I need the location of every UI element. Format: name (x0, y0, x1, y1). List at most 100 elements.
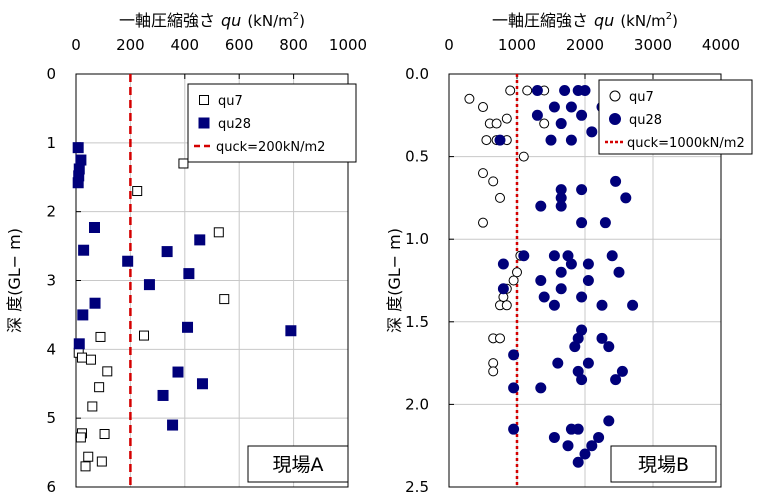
y-tick-label: 0.5 (405, 148, 429, 166)
y-tick-label: 2.5 (405, 478, 429, 495)
data-point-qu7 (87, 401, 98, 412)
data-point-qu28 (620, 192, 632, 204)
data-point-qu7 (75, 432, 86, 443)
data-point-qu7 (481, 135, 492, 146)
chart-panel-2: 0 1000 2000 3000 4000 0.0 0.5 1.0 1.5 2.0 2.5 一軸圧縮強… (385, 11, 753, 496)
site-label-box (610, 445, 717, 483)
site-label-box (247, 445, 349, 483)
y-axis-title: 深 度(GL− m) (385, 228, 404, 333)
x-tick-label: 1000 (498, 36, 536, 54)
data-point-qu28 (545, 134, 557, 146)
x-axis-title-unit: (kN/m (620, 12, 665, 30)
data-point-qu7 (83, 451, 94, 462)
data-point-qu28 (576, 109, 588, 121)
data-point-qu7 (102, 366, 113, 377)
data-point-qu28 (616, 365, 628, 377)
x-tick-label: 0 (444, 36, 454, 54)
legend-label-qu28: qu28 (629, 113, 662, 128)
data-point-qu28 (182, 321, 194, 333)
legend-box (598, 79, 753, 155)
data-point-qu28 (497, 283, 509, 295)
data-point-qu28 (555, 266, 567, 278)
data-point-qu28 (508, 382, 520, 394)
data-point-qu28 (559, 85, 571, 97)
data-point-qu7 (505, 85, 516, 96)
data-point-qu7 (99, 428, 110, 439)
x-tick-label: 3000 (634, 36, 672, 54)
data-point-qu28 (596, 299, 608, 311)
data-point-qu28 (555, 200, 567, 212)
y-tick-label: 2 (46, 203, 56, 221)
data-point-qu7 (491, 118, 502, 129)
data-point-qu28 (518, 250, 530, 262)
x-axis-title-unit-sup: 2 (293, 11, 299, 22)
data-point-qu28 (562, 440, 574, 452)
data-point-qu28 (161, 246, 173, 258)
legend-box (187, 83, 357, 163)
data-point-qu28 (593, 431, 605, 443)
data-point-qu28 (531, 85, 543, 97)
data-point-qu28 (73, 338, 85, 350)
x-tick-label: 800 (279, 36, 308, 54)
data-point-qu28 (548, 299, 560, 311)
data-point-qu28 (603, 415, 615, 427)
data-point-qu28 (596, 332, 608, 344)
data-point-qu28 (572, 456, 584, 468)
data-point-qu7 (178, 158, 189, 169)
data-point-qu28 (613, 266, 625, 278)
data-point-qu28 (508, 349, 520, 361)
x-axis-title: 一軸圧縮強さ qu (kN/m2) (119, 11, 305, 30)
data-point-qu7 (80, 461, 91, 472)
data-point-qu28 (548, 101, 560, 113)
legend-label-qu7: qu7 (629, 90, 654, 105)
data-point-qu7 (495, 333, 505, 344)
data-point-qu7 (96, 456, 107, 467)
data-point-qu28 (576, 291, 588, 303)
y-tick-label: 0.0 (405, 65, 429, 83)
data-point-qu7 (501, 113, 512, 124)
data-point-qu7 (139, 330, 149, 341)
x-axis-title-unit-close: ) (672, 12, 678, 30)
x-axis-title-unit-close: ) (299, 12, 305, 30)
data-point-qu7 (85, 354, 96, 365)
data-point-qu28 (77, 309, 89, 321)
data-point-qu7 (213, 227, 224, 238)
data-point-qu7 (488, 366, 499, 377)
y-tick-label: 3 (46, 272, 56, 290)
legend-label-reference-line: quck=1000kN/m2 (627, 136, 745, 151)
data-point-qu28 (579, 85, 591, 97)
legend-marker-qu7 (609, 90, 621, 102)
data-point-qu28 (183, 268, 195, 280)
data-point-qu28 (552, 357, 564, 369)
data-point-qu28 (535, 382, 547, 394)
data-point-qu7 (512, 267, 522, 278)
data-point-qu28 (157, 389, 169, 401)
data-point-qu28 (167, 419, 179, 431)
data-point-qu28 (569, 341, 581, 353)
data-point-qu28 (172, 366, 184, 378)
data-point-qu28 (565, 101, 577, 113)
data-point-qu28 (603, 341, 615, 353)
data-point-qu7 (518, 151, 529, 162)
data-point-qu28 (285, 325, 297, 337)
data-point-qu28 (535, 275, 547, 286)
x-axis-title-unit: (kN/m (247, 12, 292, 30)
y-tick-label: 0 (46, 65, 56, 83)
x-axis-title-symbol: qu (594, 11, 614, 30)
data-point-qu28 (548, 431, 560, 443)
x-axis-title-unit-sup: 2 (666, 11, 672, 22)
site-label: 現場B (638, 454, 689, 476)
data-point-qu28 (508, 423, 520, 435)
data-point-qu28 (576, 217, 588, 229)
legend-marker-qu28 (609, 113, 621, 125)
data-point-qu7 (76, 352, 87, 363)
data-point-qu7 (539, 118, 550, 129)
x-tick-label: 200 (116, 36, 145, 54)
data-point-qu28 (122, 255, 134, 267)
data-point-qu7 (495, 192, 505, 203)
y-tick-label: 1 (46, 134, 56, 152)
y-tick-label: 1.0 (405, 230, 429, 248)
